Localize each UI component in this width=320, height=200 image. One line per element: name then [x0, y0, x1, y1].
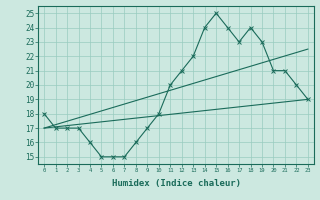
X-axis label: Humidex (Indice chaleur): Humidex (Indice chaleur): [111, 179, 241, 188]
